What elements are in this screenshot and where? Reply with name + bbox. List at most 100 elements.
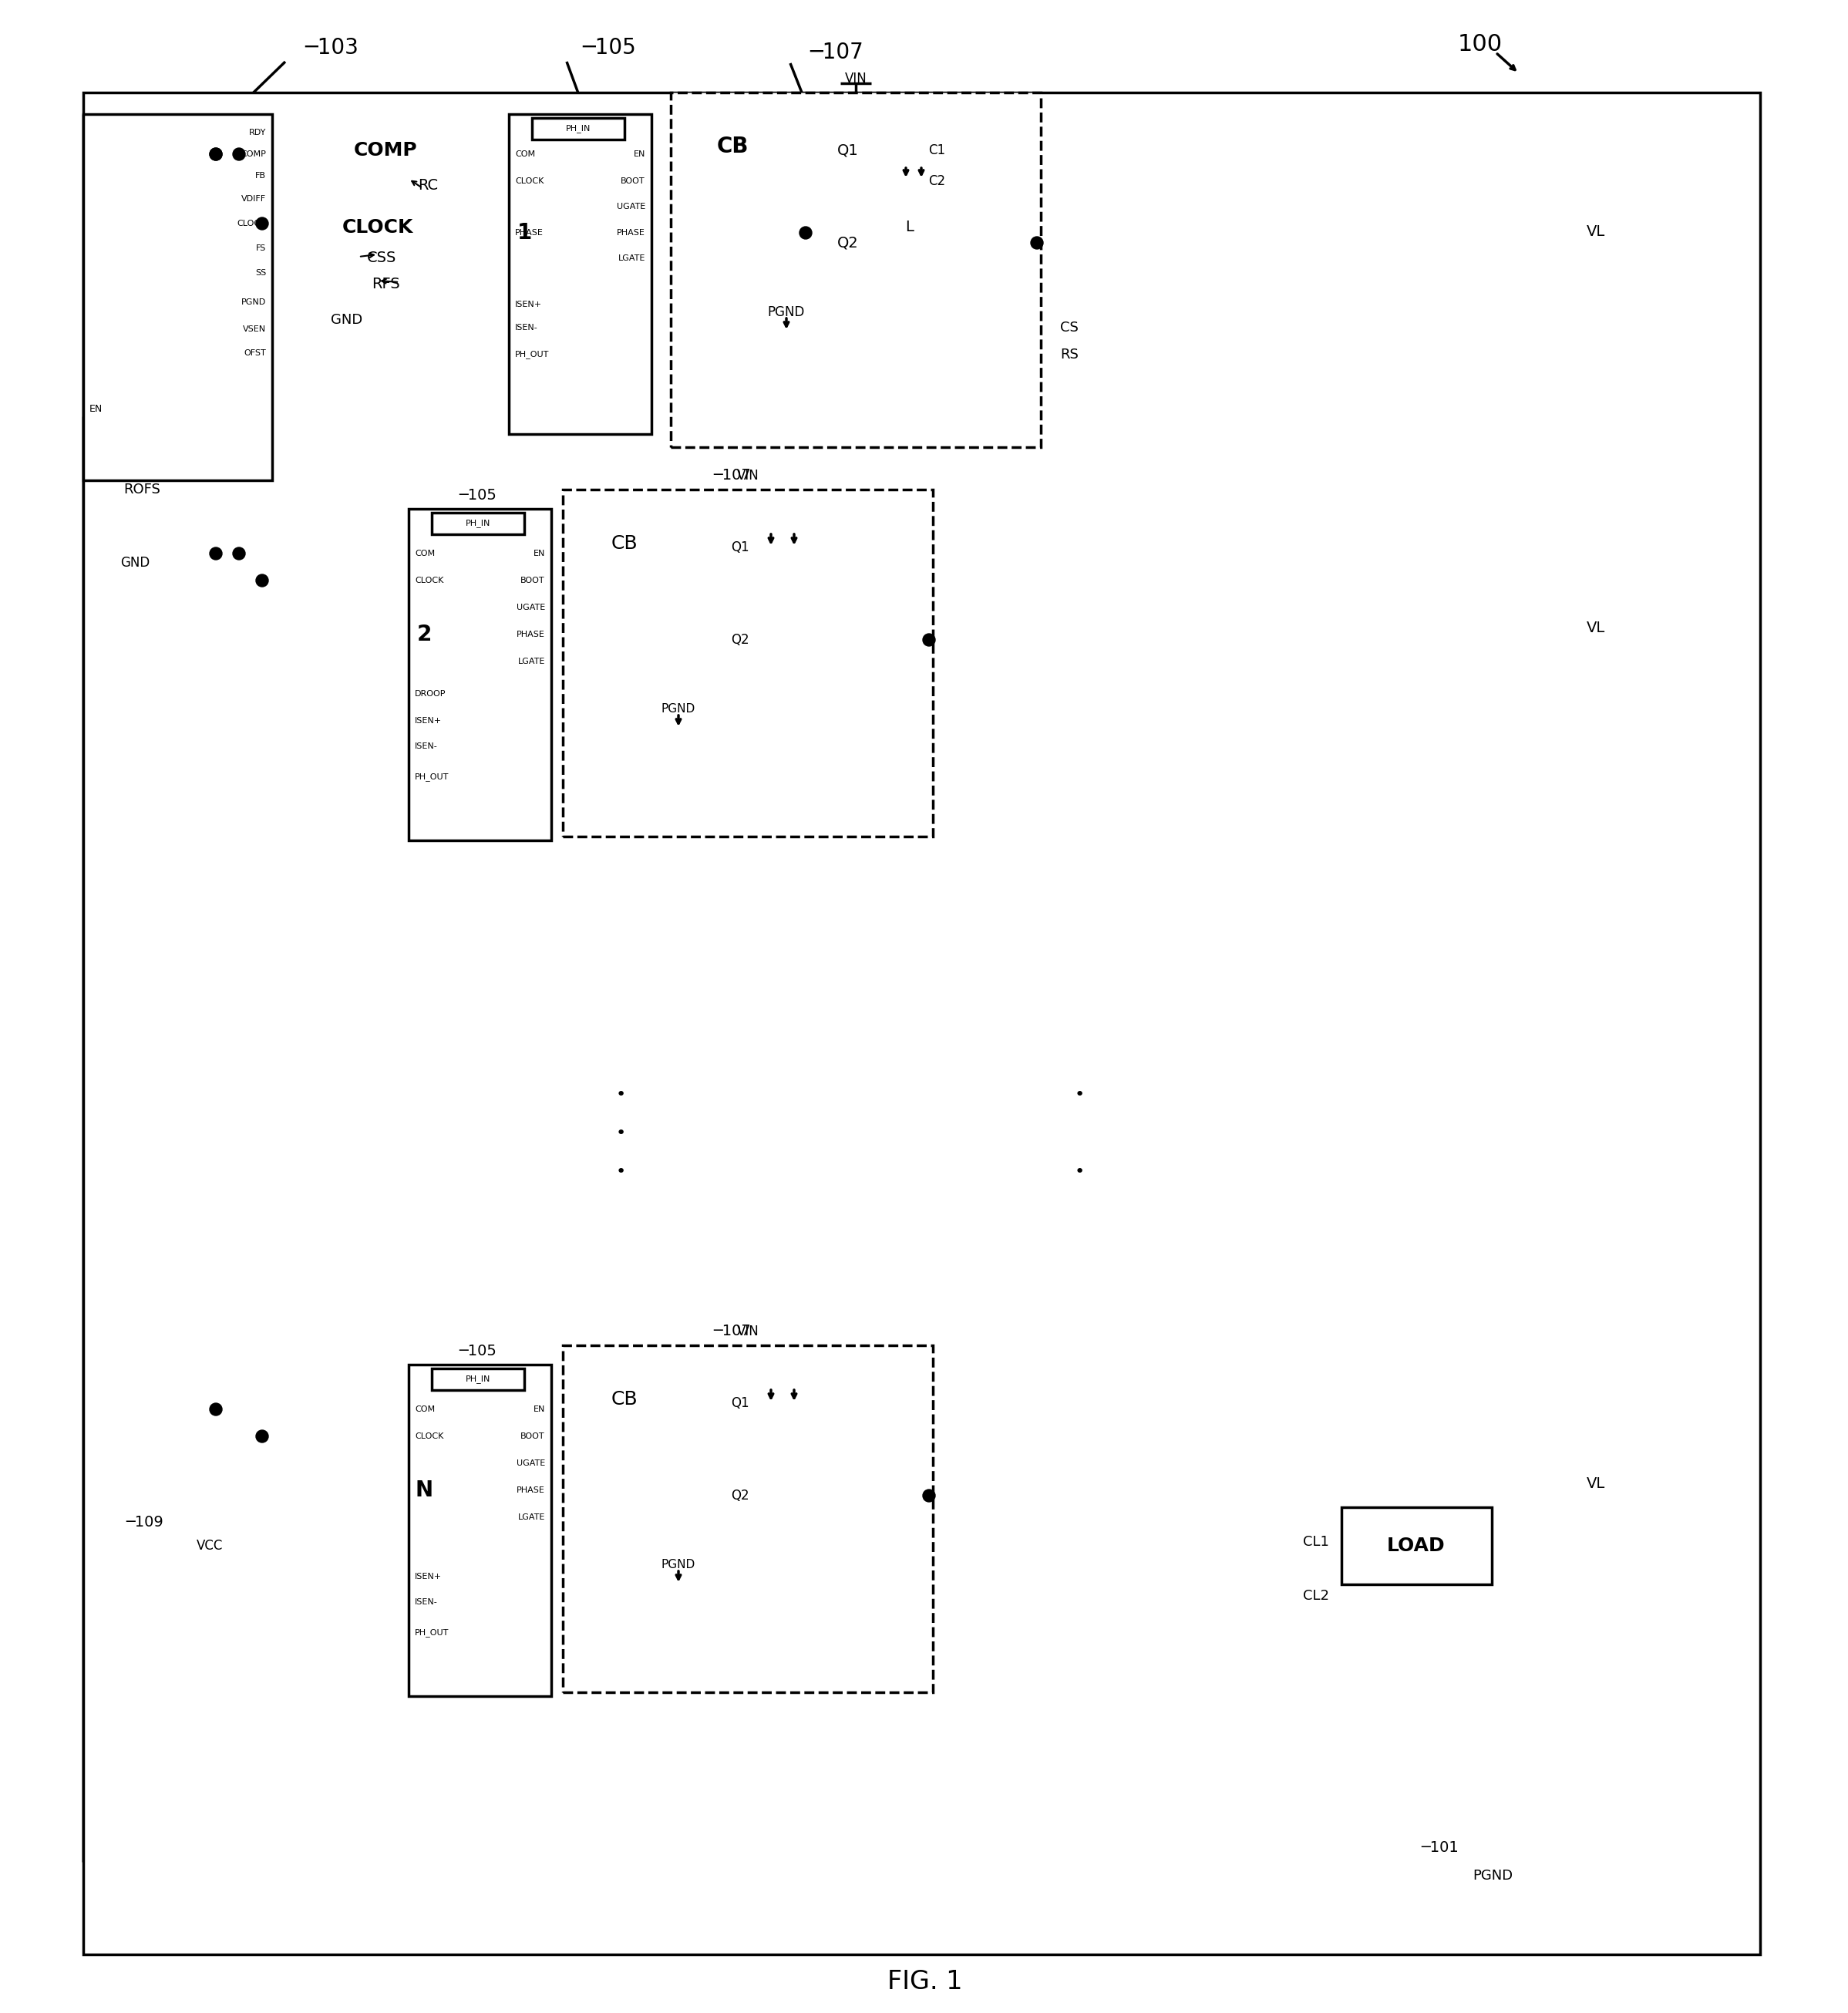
Text: BOOT: BOOT xyxy=(621,177,645,185)
Text: BOOT: BOOT xyxy=(521,1433,545,1439)
Circle shape xyxy=(257,574,268,586)
Text: CLOCK: CLOCK xyxy=(516,177,543,185)
Text: •: • xyxy=(615,1087,626,1103)
Text: Q1: Q1 xyxy=(837,143,859,157)
Text: VIN: VIN xyxy=(737,1325,760,1339)
Text: VIN: VIN xyxy=(845,72,867,87)
Text: CLOCK: CLOCK xyxy=(237,219,266,227)
Text: PGND: PGND xyxy=(240,298,266,306)
Text: FS: FS xyxy=(255,244,266,252)
Text: CSS: CSS xyxy=(368,252,397,266)
Bar xyxy=(532,119,625,139)
Text: Q2: Q2 xyxy=(732,1490,748,1502)
Text: VCC: VCC xyxy=(196,1538,224,1552)
Text: ISEN-: ISEN- xyxy=(414,1598,438,1606)
Text: PH_IN: PH_IN xyxy=(565,125,591,133)
Text: PH_OUT: PH_OUT xyxy=(414,773,449,781)
Text: •: • xyxy=(1074,1164,1085,1180)
Text: LOAD: LOAD xyxy=(1388,1536,1445,1556)
Text: ─107: ─107 xyxy=(713,469,750,483)
Circle shape xyxy=(257,1429,268,1443)
Text: OFST: OFST xyxy=(244,348,266,356)
Bar xyxy=(564,489,933,837)
Text: BOOT: BOOT xyxy=(521,576,545,584)
Circle shape xyxy=(800,227,811,240)
Text: CS: CS xyxy=(1061,320,1079,334)
Text: EN: EN xyxy=(534,1405,545,1413)
Circle shape xyxy=(209,1403,222,1415)
Text: ─107: ─107 xyxy=(713,1325,750,1339)
Text: ISEN+: ISEN+ xyxy=(414,717,442,725)
Text: PGND: PGND xyxy=(662,703,695,715)
Text: DROOP: DROOP xyxy=(414,690,445,699)
Text: CL2: CL2 xyxy=(1303,1588,1329,1602)
Text: PGND: PGND xyxy=(1473,1868,1514,1882)
Text: PHASE: PHASE xyxy=(617,229,645,238)
Text: RFS: RFS xyxy=(371,276,399,292)
Circle shape xyxy=(209,149,222,161)
Text: C1: C1 xyxy=(928,143,944,157)
Text: PHASE: PHASE xyxy=(516,229,543,238)
Bar xyxy=(83,115,272,481)
Text: ─103: ─103 xyxy=(305,36,359,58)
Text: •: • xyxy=(615,1125,626,1141)
Text: ─105: ─105 xyxy=(458,1343,497,1359)
Circle shape xyxy=(922,634,935,646)
Text: EN: EN xyxy=(634,151,645,159)
Text: FB: FB xyxy=(255,171,266,179)
Text: N: N xyxy=(416,1480,432,1502)
Circle shape xyxy=(209,149,222,161)
Text: VIN: VIN xyxy=(737,469,760,483)
Circle shape xyxy=(1031,238,1042,250)
Text: ─109: ─109 xyxy=(126,1516,164,1530)
Text: LGATE: LGATE xyxy=(517,658,545,666)
Text: L: L xyxy=(906,219,915,236)
Text: VSEN: VSEN xyxy=(242,326,266,332)
Bar xyxy=(671,93,1040,447)
Text: 100: 100 xyxy=(1458,34,1502,56)
Circle shape xyxy=(922,1490,935,1502)
Text: CB: CB xyxy=(612,1391,638,1409)
Text: GND: GND xyxy=(331,312,362,326)
Text: UGATE: UGATE xyxy=(516,1459,545,1467)
Text: COM: COM xyxy=(516,151,536,159)
Text: •: • xyxy=(1074,1087,1085,1103)
Text: EN: EN xyxy=(89,403,103,413)
Text: RDY: RDY xyxy=(249,129,266,137)
Text: ─107: ─107 xyxy=(809,42,863,62)
Text: VL: VL xyxy=(1587,1478,1606,1492)
Text: COMP: COMP xyxy=(353,141,418,159)
Text: 2: 2 xyxy=(416,624,431,646)
Text: ISEN+: ISEN+ xyxy=(414,1572,442,1580)
Circle shape xyxy=(233,548,246,560)
Text: CB: CB xyxy=(612,533,638,554)
Text: UGATE: UGATE xyxy=(617,203,645,211)
Text: RS: RS xyxy=(1061,348,1079,362)
Text: Q1: Q1 xyxy=(732,1397,748,1409)
Circle shape xyxy=(209,548,222,560)
Text: LGATE: LGATE xyxy=(517,1514,545,1522)
Text: COM: COM xyxy=(414,1405,434,1413)
Circle shape xyxy=(233,149,246,161)
Text: PH_IN: PH_IN xyxy=(466,519,490,527)
Text: C2: C2 xyxy=(928,175,944,187)
Text: COM: COM xyxy=(414,550,434,558)
Text: ROFS: ROFS xyxy=(124,483,161,497)
Text: EN: EN xyxy=(534,550,545,558)
Text: PGND: PGND xyxy=(767,306,806,320)
Text: ─105: ─105 xyxy=(582,36,636,58)
Bar xyxy=(408,509,551,839)
Text: PH_OUT: PH_OUT xyxy=(516,350,549,358)
Text: COMP: COMP xyxy=(240,151,266,159)
Text: Q2: Q2 xyxy=(732,632,748,646)
Text: VL: VL xyxy=(1587,622,1606,636)
Circle shape xyxy=(257,217,268,229)
Bar xyxy=(408,1365,551,1697)
Bar xyxy=(508,115,652,435)
Text: UGATE: UGATE xyxy=(516,604,545,612)
Bar xyxy=(1342,1508,1491,1584)
Text: CL1: CL1 xyxy=(1303,1536,1329,1548)
Text: CLOCK: CLOCK xyxy=(414,1433,444,1439)
Bar xyxy=(564,1345,933,1693)
Bar xyxy=(432,513,525,533)
